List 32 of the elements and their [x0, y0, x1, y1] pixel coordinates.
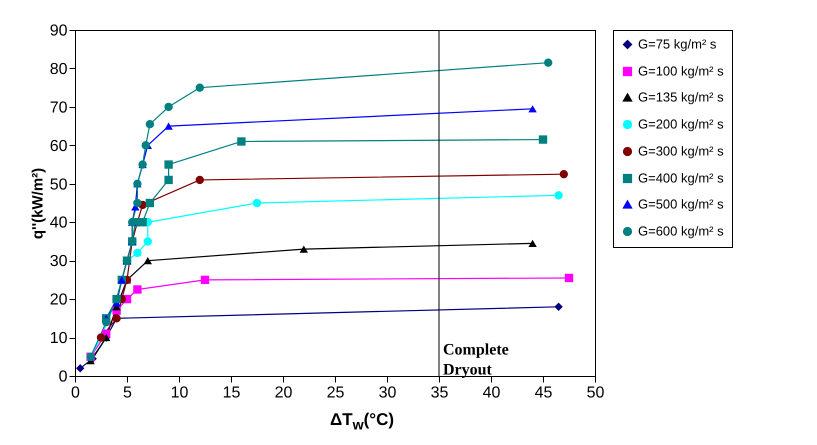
ref-line-label: Complete Dryout — [443, 341, 509, 378]
y-tick-label: 70 — [50, 99, 68, 116]
legend-label: G=600 kg/m² s — [638, 224, 724, 238]
x-tick-label: 15 — [222, 384, 240, 402]
y-tick-label: 80 — [50, 60, 68, 78]
y-tick-label: 90 — [50, 22, 68, 40]
x-tick-label: 30 — [378, 384, 396, 402]
x-tick-label: 10 — [170, 384, 188, 402]
legend-label: G=100 kg/m² s — [638, 64, 724, 78]
x-tick-label: 5 — [123, 384, 132, 402]
legend-label: G=400 kg/m² s — [638, 170, 724, 186]
x-tick-label: 50 — [586, 384, 604, 402]
legend-label: G=135 kg/m² s — [638, 90, 724, 104]
x-tick-label: 45 — [534, 384, 552, 402]
x-tick-label: 35 — [430, 384, 448, 402]
y-tick-label: 60 — [50, 138, 68, 155]
legend-label: G=300 kg/m² s — [638, 144, 724, 158]
x-tick-label: 0 — [71, 384, 80, 402]
y-tick-label: 20 — [50, 292, 68, 309]
x-tick-label: 25 — [326, 384, 344, 402]
legend-label: G=500 kg/m² s — [638, 196, 724, 212]
y-tick-label: 10 — [50, 330, 68, 348]
y-tick-label: 0 — [58, 368, 68, 386]
y-tick-label: 30 — [50, 253, 68, 270]
y-axis-title: q''(kW/m²) — [30, 168, 47, 240]
x-axis-title: ΔT$_{w}$(°C) — [328, 410, 396, 434]
legend-label: G=75 kg/m² s — [638, 36, 717, 52]
x-tick-label: 40 — [482, 384, 500, 402]
y-tick-label: 40 — [50, 214, 68, 232]
legend-label: G=200 kg/m² s — [638, 116, 724, 132]
y-tick-label: 50 — [50, 176, 68, 194]
x-tick-label: 20 — [274, 384, 292, 402]
